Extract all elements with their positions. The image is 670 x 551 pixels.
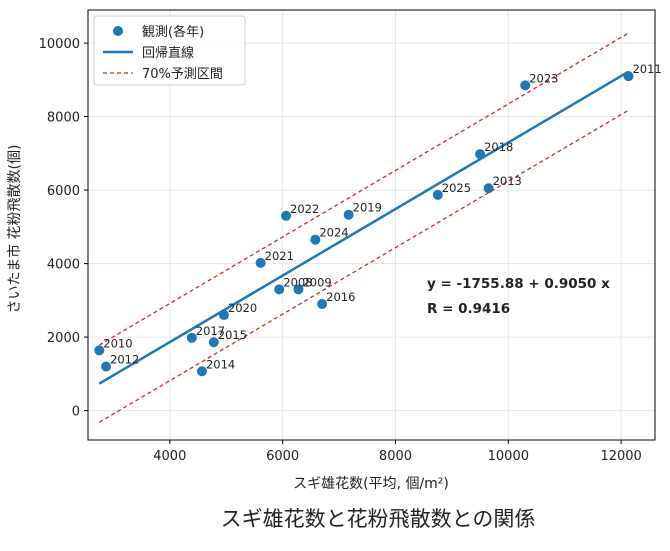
legend-box (93, 15, 246, 86)
data-point-label: 2017 (196, 324, 225, 338)
equation-annotation: y = -1755.88 + 0.9050 x (427, 276, 610, 292)
data-point-label: 2012 (110, 352, 139, 366)
data-point (208, 337, 219, 348)
data-point-label: 2025 (442, 181, 471, 195)
data-point (218, 310, 229, 321)
data-point-label: 2020 (228, 301, 257, 315)
y-tick-label: 8000 (47, 111, 80, 126)
data-point-label: 2010 (103, 336, 132, 350)
data-point (293, 284, 304, 295)
data-point-label: 2011 (632, 62, 661, 76)
scatter-points (94, 71, 634, 377)
data-point (432, 189, 443, 200)
prediction-interval (98, 32, 629, 423)
data-point (281, 210, 292, 221)
data-point (475, 149, 486, 160)
y-tick-label: 0 (72, 405, 80, 420)
legend: 観測(各年) 回帰直線 70%予測区間 (93, 15, 246, 86)
x-tick-label: 4000 (153, 449, 186, 464)
interval-lower-line (98, 109, 629, 423)
legend-observed-label: 観測(各年) (142, 24, 204, 40)
y-tick-label: 6000 (47, 184, 80, 199)
x-tick-label: 12000 (600, 449, 641, 464)
data-point-label: 2019 (353, 201, 382, 215)
legend-interval-label: 70%予測区間 (142, 67, 223, 82)
regression-line (98, 70, 630, 385)
data-point-label: 2018 (484, 140, 513, 154)
data-point-label: 2013 (493, 174, 522, 188)
y-tick-label: 10000 (39, 37, 80, 52)
data-point-label: 2024 (319, 226, 348, 240)
data-point (101, 361, 112, 372)
data-point-label: 2021 (265, 249, 294, 263)
data-point-label: 2008 (283, 275, 312, 289)
data-point (310, 234, 321, 245)
data-point (255, 257, 266, 268)
x-tick-label: 8000 (379, 449, 412, 464)
data-point-label: 2009 (302, 275, 331, 289)
r-annotation: R = 0.9416 (427, 301, 510, 317)
plot-frame (87, 9, 656, 441)
x-axis-ticks: 4000 6000 8000 10000 12000 (153, 440, 642, 464)
x-axis-label: スギ雄花数(平均, 個/m²) (293, 476, 449, 492)
interval-upper-line (98, 32, 629, 346)
data-point (623, 71, 634, 82)
point-labels: 2010 2011 2012 2013 2014 2015 2016 2017 2018 2019… (103, 62, 661, 371)
data-point-label: 2023 (529, 71, 558, 85)
data-point (274, 284, 285, 295)
data-point (483, 183, 494, 194)
data-point (317, 299, 328, 310)
data-point (520, 80, 531, 91)
x-tick-label: 10000 (488, 449, 529, 464)
data-point (186, 332, 197, 343)
data-point-label: 2015 (218, 328, 247, 342)
y-tick-label: 2000 (47, 331, 80, 346)
legend-point-marker (113, 26, 123, 36)
y-axis-ticks: 0 2000 4000 6000 8000 10000 (39, 37, 88, 420)
data-point (343, 209, 354, 220)
data-point (196, 366, 207, 377)
data-point-label: 2014 (206, 357, 235, 371)
grid (88, 10, 655, 440)
chart-caption: スギ雄花数と花粉飛散数との関係 (221, 507, 536, 531)
fit-line (98, 70, 630, 385)
y-axis-label: さいたま市 花粉飛散数(個) (6, 145, 23, 314)
y-tick-label: 4000 (47, 258, 80, 273)
data-point-label: 2016 (326, 290, 355, 304)
legend-fit-label: 回帰直線 (142, 45, 194, 61)
data-point (94, 345, 105, 356)
x-tick-label: 6000 (266, 449, 299, 464)
data-point-label: 2022 (290, 202, 319, 216)
